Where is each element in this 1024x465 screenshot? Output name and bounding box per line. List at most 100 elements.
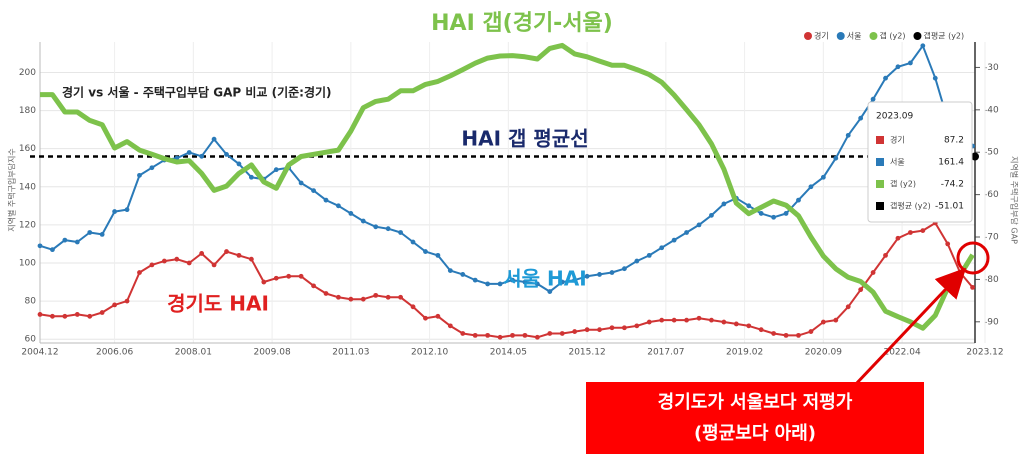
- data-point: [336, 294, 341, 300]
- data-point: [746, 323, 752, 329]
- y-tick-label: 100: [19, 258, 36, 268]
- x-tick-label: 2004.12: [21, 348, 58, 358]
- x-tick-label: 2006.06: [96, 348, 133, 358]
- data-point: [559, 279, 565, 285]
- data-point: [50, 313, 55, 319]
- y2-axis-label: 지역별 주택구입부담 GAP: [1010, 156, 1020, 244]
- data-point: [62, 313, 68, 319]
- x-tick-label: 2023.12: [966, 348, 1003, 358]
- data-point: [895, 64, 901, 70]
- callout-box: [586, 382, 924, 454]
- data-point: [124, 207, 130, 213]
- tooltip-swatch: [876, 202, 884, 210]
- data-point: [783, 332, 789, 338]
- data-point: [447, 323, 453, 329]
- data-point: [870, 96, 876, 102]
- data-point: [522, 332, 528, 338]
- x-tick-label: 2011.03: [332, 348, 369, 358]
- data-point: [497, 281, 503, 287]
- data-point: [796, 197, 801, 203]
- data-point: [137, 270, 142, 275]
- data-point: [622, 266, 627, 272]
- data-point: [733, 321, 739, 327]
- data-point: [435, 252, 441, 258]
- data-point: [124, 298, 130, 304]
- tooltip-swatch: [876, 158, 884, 166]
- data-point: [37, 312, 43, 317]
- legend-marker: [804, 32, 812, 40]
- data-point: [485, 281, 491, 287]
- data-point: [112, 302, 118, 308]
- data-point: [199, 251, 205, 256]
- data-point: [845, 132, 851, 138]
- data-point: [547, 289, 553, 294]
- legend-marker: [913, 32, 922, 40]
- data-point: [236, 252, 242, 258]
- tooltip-label: 경기: [890, 135, 905, 145]
- data-point: [634, 258, 640, 264]
- data-point: [161, 258, 167, 264]
- data-point: [311, 188, 316, 193]
- data-point: [298, 180, 304, 186]
- y2-tick-label: -30: [984, 63, 999, 73]
- tooltip-value: -74.2: [941, 180, 964, 190]
- data-point: [323, 197, 329, 203]
- data-point: [684, 230, 689, 235]
- data-point: [820, 319, 826, 325]
- data-point: [534, 334, 540, 340]
- average-marker: [971, 152, 979, 161]
- data-point: [758, 211, 764, 216]
- data-point: [87, 313, 93, 319]
- data-point: [112, 209, 118, 214]
- tooltip: 2023.09 경기 87.2 서울 161.4 갭 (y2) -74.2 갭평균 (y2) -…: [867, 101, 973, 223]
- x-tick-label: 2019.02: [726, 348, 763, 358]
- data-point: [74, 239, 80, 245]
- y-tick-label: 160: [19, 144, 36, 154]
- data-point: [646, 319, 652, 325]
- data-point: [858, 115, 864, 121]
- y-tick-label: 120: [19, 220, 36, 230]
- data-point: [447, 268, 453, 274]
- data-point: [248, 174, 254, 180]
- data-point: [99, 232, 105, 237]
- series-line: [39, 44, 974, 293]
- data-point: [696, 222, 702, 228]
- data-point: [771, 331, 777, 336]
- annotation: HAI 갭(경기-서울): [431, 11, 613, 36]
- data-point: [920, 43, 926, 49]
- data-point: [721, 201, 727, 207]
- callout-text: 경기도가 서울보다 저평가: [658, 392, 853, 413]
- x-tick-label: 2012.10: [411, 348, 448, 358]
- data-point: [360, 218, 366, 224]
- data-point: [236, 161, 242, 167]
- data-point: [572, 277, 578, 283]
- data-point: [721, 319, 727, 325]
- data-point: [174, 256, 180, 262]
- data-point: [858, 287, 864, 293]
- data-point: [472, 277, 478, 283]
- data-point: [398, 294, 403, 300]
- x-tick-label: 2014.05: [490, 348, 527, 358]
- x-tick-label: 2009.08: [253, 348, 290, 358]
- data-point: [298, 273, 304, 279]
- y2-tick-label: -40: [984, 105, 999, 115]
- legend-label: 갭 (y2): [879, 31, 905, 41]
- data-point: [472, 332, 478, 338]
- data-point: [584, 327, 590, 333]
- x-tick-label: 2020.09: [805, 348, 842, 358]
- data-point: [709, 317, 714, 323]
- data-point: [833, 155, 839, 161]
- data-point: [659, 245, 665, 251]
- data-point: [820, 174, 826, 180]
- data-point: [373, 224, 379, 230]
- annotation: 경기도 HAI: [167, 292, 269, 316]
- data-point: [199, 153, 205, 159]
- y2-tick-label: -50: [984, 148, 999, 158]
- data-point: [572, 329, 578, 334]
- data-point: [286, 273, 292, 279]
- tooltip-value: 161.4: [938, 158, 964, 168]
- data-point: [659, 317, 665, 323]
- data-point: [907, 60, 913, 66]
- tooltip-box: [867, 101, 973, 223]
